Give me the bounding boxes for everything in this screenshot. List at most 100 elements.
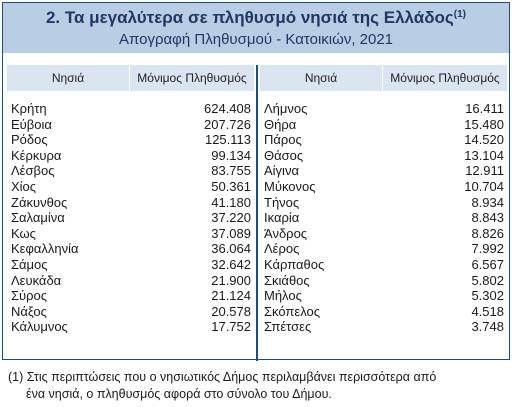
island-population: 16.411 — [465, 101, 504, 116]
island-name: Σκιάθος — [264, 272, 310, 288]
island-name: Σαλαμίνα — [11, 210, 65, 226]
island-name: Λέρος — [264, 241, 300, 257]
island-population: 32.642 — [211, 256, 251, 272]
table-row: Ικαρία 8.843 — [260, 210, 508, 226]
island-name: Ικαρία — [264, 210, 300, 226]
island-name: Εύβοια — [11, 116, 52, 132]
island-population: 36.064 — [211, 241, 251, 257]
island-name: Μύκονος — [264, 178, 316, 194]
island-name: Αίγινα — [264, 163, 299, 179]
table-row: Λέσβος 83.755 — [7, 163, 255, 179]
island-name: Σάμος — [11, 256, 48, 272]
table-row: Μήλος 5.302 — [260, 288, 508, 304]
island-name: Σύρος — [11, 288, 48, 304]
table-frame: 2. Τα μεγαλύτερα σε πληθυσμό νησιά της Ε… — [2, 2, 510, 361]
island-name: Κως — [11, 225, 36, 241]
island-name: Κρήτη — [11, 101, 47, 116]
title-banner: 2. Τα μεγαλύτερα σε πληθυσμό νησιά της Ε… — [3, 3, 509, 53]
table-row: Άνδρος 8.826 — [260, 226, 508, 242]
table-row: Αίγινα 12.911 — [260, 163, 508, 179]
table-row: Θήρα 15.480 — [260, 117, 508, 133]
island-population: 83.755 — [211, 163, 251, 179]
table-row: Θάσος 13.104 — [260, 148, 508, 164]
table-row: Κρήτη 624.408 — [7, 101, 255, 117]
island-population: 50.361 — [211, 178, 251, 194]
column-header-population-right: Μόνιμος Πληθυσμός — [383, 65, 507, 91]
page-subtitle: Απογραφή Πληθυσμού - Κατοικιών, 2021 — [118, 31, 394, 48]
island-name: Κάλυμνος — [11, 319, 68, 335]
right-table-body: Λήμνος 16.411 Θήρα 15.480 Πάρος 14.520 Θάσος 13… — [260, 101, 508, 335]
island-name: Χίος — [11, 178, 37, 194]
island-population: 125.113 — [204, 132, 251, 148]
table-row: Νάξος 20.578 — [7, 304, 255, 320]
table-row: Λήμνος 16.411 — [260, 101, 508, 117]
island-name: Θάσος — [264, 147, 304, 163]
island-population: 8.934 — [471, 194, 504, 210]
table-row: Κάλυμνος 17.752 — [7, 319, 255, 335]
island-population: 4.518 — [471, 303, 504, 319]
island-population: 37.089 — [211, 225, 251, 241]
table-row: Εύβοια 207.726 — [7, 117, 255, 133]
island-population: 21.900 — [211, 272, 251, 288]
title-footnote-marker: (1) — [453, 9, 467, 20]
table-row: Τήνος 8.934 — [260, 195, 508, 211]
column-header-islands-right: Νησιά — [260, 65, 382, 91]
column-header-population-left: Μόνιμος Πληθυσμός — [130, 65, 254, 91]
island-population: 37.220 — [211, 210, 251, 226]
table-row: Κως 37.089 — [7, 226, 255, 242]
island-name: Λέσβος — [11, 163, 55, 179]
island-population: 10.704 — [464, 178, 504, 194]
column-divider — [129, 65, 130, 91]
island-name: Θήρα — [264, 116, 297, 132]
island-name: Άνδρος — [264, 225, 308, 241]
island-population: 6.567 — [471, 256, 504, 272]
island-population: 8.843 — [471, 210, 504, 226]
island-population: 5.802 — [471, 272, 504, 288]
table-row: Κέρκυρα 99.134 — [7, 148, 255, 164]
island-name: Σκόπελος — [264, 303, 320, 319]
footnote-line-1: (1) Στις περιπτώσεις που ο νησιωτικός Δή… — [8, 370, 437, 384]
island-name: Κάρπαθος — [264, 256, 325, 272]
island-population: 7.992 — [471, 241, 504, 257]
island-name: Σπέτσες — [264, 319, 312, 335]
table-row: Χίος 50.361 — [7, 179, 255, 195]
table-row: Σκιάθος 5.802 — [260, 273, 508, 289]
table-row: Σύρος 21.124 — [7, 288, 255, 304]
island-population: 17.752 — [211, 319, 251, 335]
island-population: 20.578 — [211, 303, 251, 319]
island-name: Λευκάδα — [11, 272, 62, 288]
island-name: Ζάκυνθος — [11, 194, 68, 210]
island-population: 13.104 — [464, 147, 504, 163]
island-population: 12.911 — [465, 163, 504, 179]
footnote: (1) Στις περιπτώσεις που ο νησιωτικός Δή… — [8, 369, 508, 403]
table-row: Μύκονος 10.704 — [260, 179, 508, 195]
island-name: Ρόδος — [11, 132, 48, 148]
table-row: Λέρος 7.992 — [260, 241, 508, 257]
island-name: Νάξος — [11, 303, 47, 319]
table-row: Σαλαμίνα 37.220 — [7, 210, 255, 226]
middle-divider — [256, 65, 258, 361]
table-row: Κεφαλληνία 36.064 — [7, 241, 255, 257]
island-name: Πάρος — [264, 132, 302, 148]
footnote-line-2: ένα νησιά, ο πληθυσμός αφορά στο σύνολο … — [26, 387, 332, 401]
column-divider — [382, 65, 383, 91]
table-row: Κάρπαθος 6.567 — [260, 257, 508, 273]
island-name: Κεφαλληνία — [11, 241, 79, 257]
island-population: 624.408 — [204, 101, 251, 116]
island-name: Κέρκυρα — [11, 147, 62, 163]
island-name: Λήμνος — [264, 101, 308, 116]
island-population: 3.748 — [471, 319, 504, 335]
island-population: 14.520 — [464, 132, 504, 148]
table-row: Λευκάδα 21.900 — [7, 273, 255, 289]
table-row: Ζάκυνθος 41.180 — [7, 195, 255, 211]
island-name: Τήνος — [264, 194, 300, 210]
island-population: 15.480 — [464, 116, 504, 132]
table-row: Πάρος 14.520 — [260, 132, 508, 148]
table-row: Σάμος 32.642 — [7, 257, 255, 273]
column-header-islands-left: Νησιά — [7, 65, 129, 91]
island-population: 99.134 — [211, 147, 251, 163]
island-name: Μήλος — [264, 288, 302, 304]
left-table-body: Κρήτη 624.408 Εύβοια 207.726 Ρόδος 125.113 Κέρ… — [7, 101, 255, 335]
table-row: Σκόπελος 4.518 — [260, 304, 508, 320]
island-population: 21.124 — [211, 288, 251, 304]
